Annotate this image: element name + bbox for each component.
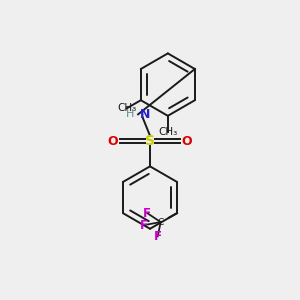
Text: O: O [107,135,118,148]
Text: F: F [140,218,148,232]
Text: F: F [143,207,151,220]
Text: F: F [154,230,162,243]
Text: H: H [126,109,134,119]
Text: CH₃: CH₃ [117,103,136,113]
Text: S: S [145,134,155,148]
Text: N: N [140,108,150,121]
Text: C: C [158,218,164,226]
Text: O: O [182,135,193,148]
Text: CH₃: CH₃ [158,127,178,137]
